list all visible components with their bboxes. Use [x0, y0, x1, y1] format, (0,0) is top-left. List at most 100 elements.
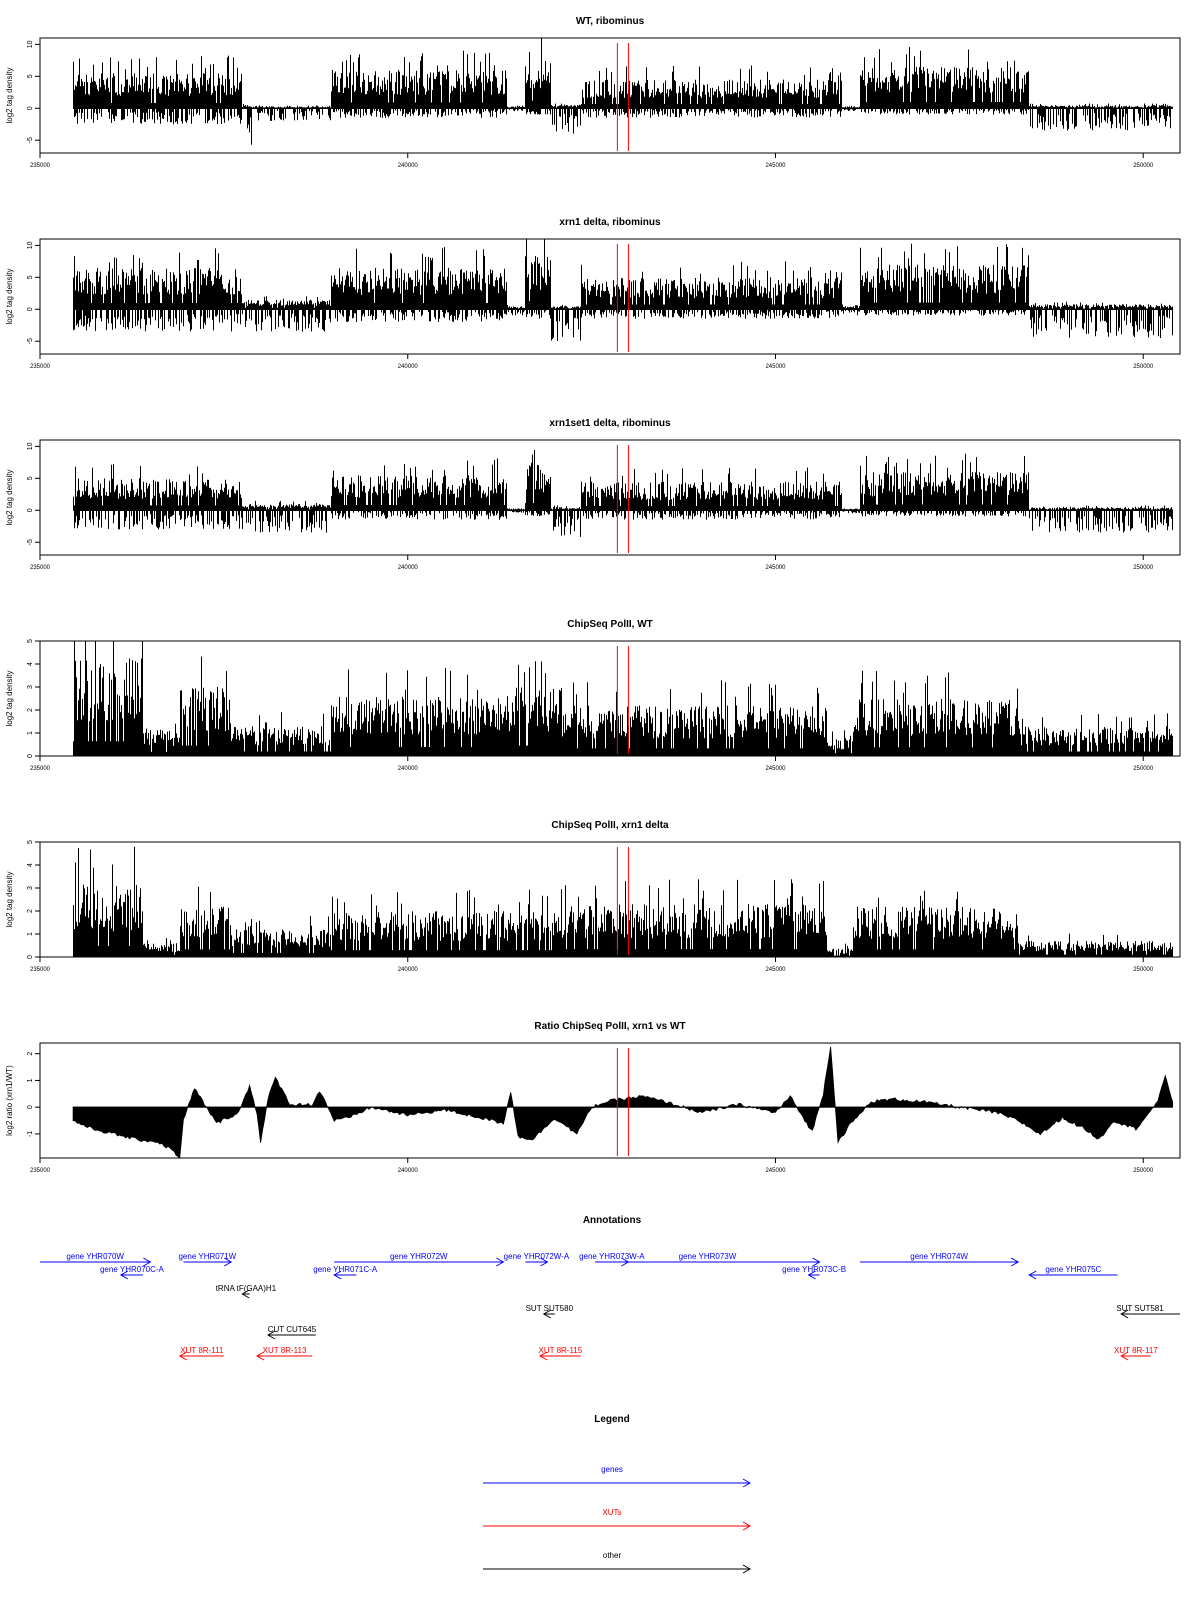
signal-bars [581, 467, 842, 520]
y-tick-label: -1 [27, 1131, 34, 1137]
signal-segment [331, 890, 514, 957]
signal-segment [331, 668, 514, 756]
signal-segment [525, 38, 551, 115]
signal-segment [331, 458, 507, 520]
annotation-other: tRNA tF(GAA)H1 [216, 1284, 277, 1299]
ratio-area [72, 1046, 1173, 1159]
y-tick-label: 0 [27, 955, 34, 959]
track-panel-4: ChipSeq PolII, WT log2 tag density 0 1 2 3 4 5 2… [5, 619, 1181, 772]
signal-segment [562, 680, 827, 756]
signal-segment [853, 670, 1018, 756]
signal-bars [73, 641, 143, 756]
x-tick-label: 250000 [1133, 163, 1154, 169]
signal-segment [143, 938, 180, 957]
feature-label: XUT 8R-113 [263, 1346, 307, 1355]
feature-label: gene YHR073W [679, 1252, 737, 1261]
y-tick-label: -5 [27, 338, 34, 344]
y-tick-label: 1 [27, 731, 34, 735]
signal-bars [1029, 301, 1173, 338]
track-panel-3: xrn1set1 delta, ribominus log2 tag densit… [5, 418, 1181, 571]
signal-segment [525, 450, 551, 517]
track-panel-2: xrn1 delta, ribominus log2 tag density -5 0… [5, 217, 1181, 370]
y-tick-label: 0 [27, 508, 34, 512]
plot-frame [39, 439, 1181, 556]
signal-segment [551, 304, 581, 341]
y-axis-label: log2 ratio (xrn1/WT) [5, 1065, 14, 1136]
x-tick-label: 250000 [1133, 967, 1154, 973]
signal-bars [331, 890, 514, 957]
x-tick-label: 245000 [765, 967, 786, 973]
arrow-head-icon [542, 1309, 552, 1319]
signal-bars [1018, 713, 1173, 756]
signal-segment [860, 243, 1029, 316]
x-tick-label: 245000 [765, 565, 786, 571]
signal-bars [551, 103, 581, 134]
x-tick-label: 240000 [398, 1168, 419, 1174]
annotation-gene: gene YHR075C [1028, 1265, 1118, 1280]
signal-segment [525, 239, 551, 319]
panel-title: Ratio ChipSeq PolII, xrn1 vs WT [534, 1021, 685, 1032]
panel-data [73, 846, 1173, 957]
signal-bars [73, 248, 242, 332]
annotation-gene: gene YHR073W-A [579, 1252, 645, 1267]
signal-bars [331, 458, 507, 520]
signal-segment [514, 661, 562, 756]
arrow-head-icon [143, 1257, 152, 1267]
legend: Legend genes XUTs other [483, 1414, 752, 1574]
y-tick-label: 5 [27, 476, 34, 480]
y-tick-label: 5 [27, 840, 34, 844]
y-tick-label: 0 [27, 754, 34, 758]
annotation-gene: gene YHR074W [860, 1252, 1020, 1267]
signal-bars [860, 47, 1029, 115]
signal-segment [231, 712, 331, 756]
x-tick-label: 250000 [1133, 766, 1154, 772]
y-axis-label: log2 tag density [5, 67, 14, 123]
annotation-other: SUT SUT581 [1116, 1304, 1180, 1319]
feature-label: XUT 8R-117 [1114, 1346, 1158, 1355]
signal-segment [73, 641, 143, 756]
signal-bars [827, 730, 853, 756]
y-tick-label: 3 [27, 685, 34, 689]
legend-item-xuts: XUTs [483, 1508, 752, 1531]
legend-label: genes [601, 1465, 623, 1474]
annotation-gene: gene YHR071C-A [313, 1265, 378, 1280]
signal-segment [860, 47, 1029, 115]
signal-segment [507, 305, 525, 316]
feature-label: gene YHR075C [1045, 1265, 1101, 1274]
y-tick-label: 0 [27, 307, 34, 311]
arrow-head-icon [223, 1257, 233, 1267]
signal-bars [853, 890, 1018, 957]
y-tick-label: 0 [27, 1105, 34, 1109]
annotation-gene: gene YHR070C-A [100, 1265, 165, 1280]
track-panel-1: WT, ribominus log2 tag density -5 0 5 10 23500… [5, 16, 1181, 169]
signal-segment [231, 916, 331, 957]
y-tick-label: -5 [27, 539, 34, 545]
plot-frame [39, 238, 1181, 355]
feature-label: gene YHR071W [178, 1252, 236, 1261]
feature-label: XUT 8R-115 [538, 1346, 582, 1355]
track-panel-6: Ratio ChipSeq PolII, xrn1 vs WT log2 rati… [5, 1021, 1181, 1174]
feature-label: SUT SUT581 [1116, 1304, 1164, 1313]
signal-segment [514, 889, 562, 957]
y-axis-label: log2 tag density [5, 670, 14, 726]
signal-segment [827, 943, 853, 957]
legend-label: XUTs [602, 1508, 621, 1517]
x-tick-label: 245000 [765, 766, 786, 772]
x-tick-label: 235000 [30, 967, 51, 973]
x-tick-label: 235000 [30, 766, 51, 772]
feature-label: gene YHR070W [66, 1252, 124, 1261]
signal-bars [331, 247, 507, 322]
feature-label: gene YHR074W [910, 1252, 968, 1261]
x-tick-label: 250000 [1133, 364, 1154, 370]
arrow-head-icon [1028, 1270, 1037, 1280]
arrow-head-icon [539, 1351, 548, 1361]
annotation-gene: gene YHR070W [40, 1252, 152, 1267]
signal-bars [562, 680, 827, 756]
signal-bars [143, 723, 180, 756]
x-tick-label: 240000 [398, 967, 419, 973]
arrow-head-icon [812, 1257, 821, 1267]
panel-data [73, 641, 1173, 756]
